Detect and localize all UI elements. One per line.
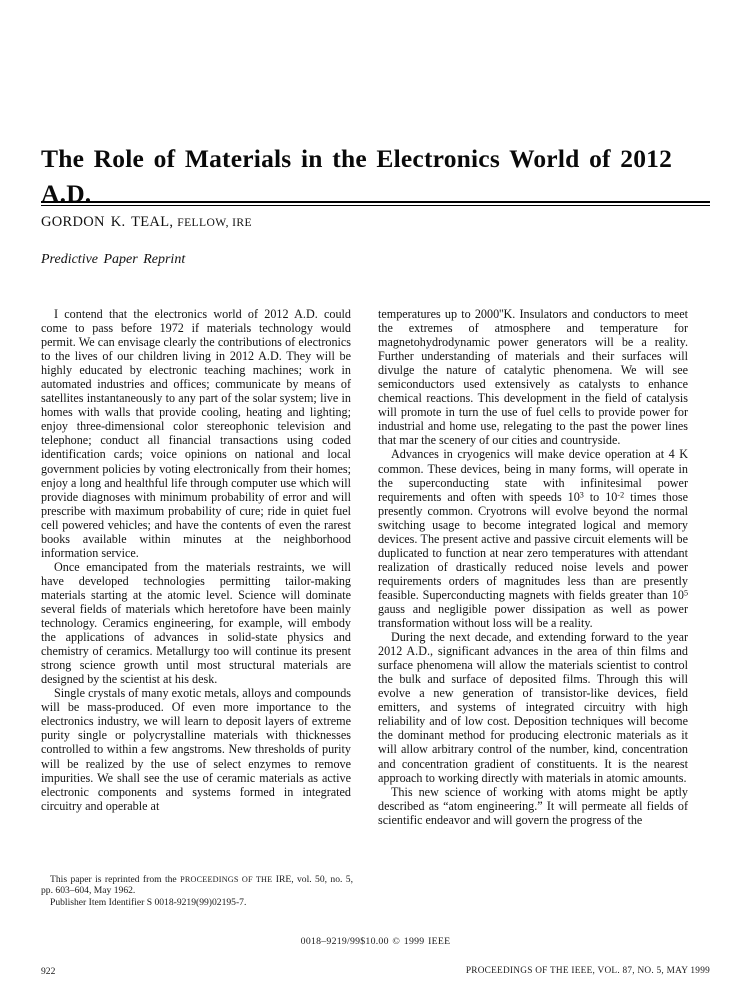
paragraph: During the next decade, and extending fo… [378, 630, 688, 785]
page-title: The Role of Materials in the Electronics… [41, 144, 673, 209]
paragraph-text: Advances in cryogenics will make device … [378, 447, 688, 504]
footnote-reprint-line: This paper is reprinted from the PROCEED… [41, 874, 353, 897]
copyright-line: 0018–9219/99$10.00 © 1999 IEEE [300, 936, 451, 947]
exponent: -2 [617, 490, 625, 500]
author-byline: GORDON K. TEAL, FELLOW, IRE [41, 214, 252, 231]
page: The Role of Materials in the Electronics… [41, 0, 710, 1000]
footnote-block: This paper is reprinted from the PROCEED… [41, 874, 353, 908]
page-number: 922 [41, 966, 56, 977]
paper-subtitle: Predictive Paper Reprint [41, 252, 186, 267]
body-column-right: temperatures up to 2000''K. Insulators a… [378, 307, 688, 827]
title-divider [41, 201, 710, 206]
body-column-left: I contend that the electronics world of … [41, 307, 351, 813]
paragraph: Once emancipated from the materials rest… [41, 559, 351, 687]
paragraph: Single crystals of many exotic metals, a… [41, 686, 351, 813]
author-name: GORDON K. TEAL, [41, 214, 174, 230]
paragraph: temperatures up to 2000''K. Insulators a… [378, 307, 688, 448]
journal-reference-line: PROCEEDINGS OF THE IEEE, VOL. 87, NO. 5,… [465, 966, 710, 976]
footnote-source: PROCEEDINGS OF THE [180, 875, 273, 884]
paragraph: Advances in cryogenics will make device … [378, 447, 688, 630]
paragraph: This new science of working with atoms m… [378, 784, 688, 827]
footnote-identifier: Publisher Item Identifier S 0018-9219(99… [50, 896, 247, 908]
author-affiliation: FELLOW, IRE [177, 216, 253, 229]
paragraph-text: times those presently common. Cryotrons … [378, 489, 689, 602]
paragraph: I contend that the electronics world of … [41, 307, 351, 560]
paragraph-text: to 10 [583, 489, 618, 504]
exponent: 5 [683, 588, 688, 598]
footnote-text: IRE, vol. 50, no. 5, pp. 603–604, May 19… [41, 874, 353, 897]
paragraph-text: gauss and negligible power dissipation a… [378, 601, 688, 631]
footnote-text: This paper is reprinted from the [50, 874, 181, 885]
exponent: 3 [579, 490, 584, 500]
